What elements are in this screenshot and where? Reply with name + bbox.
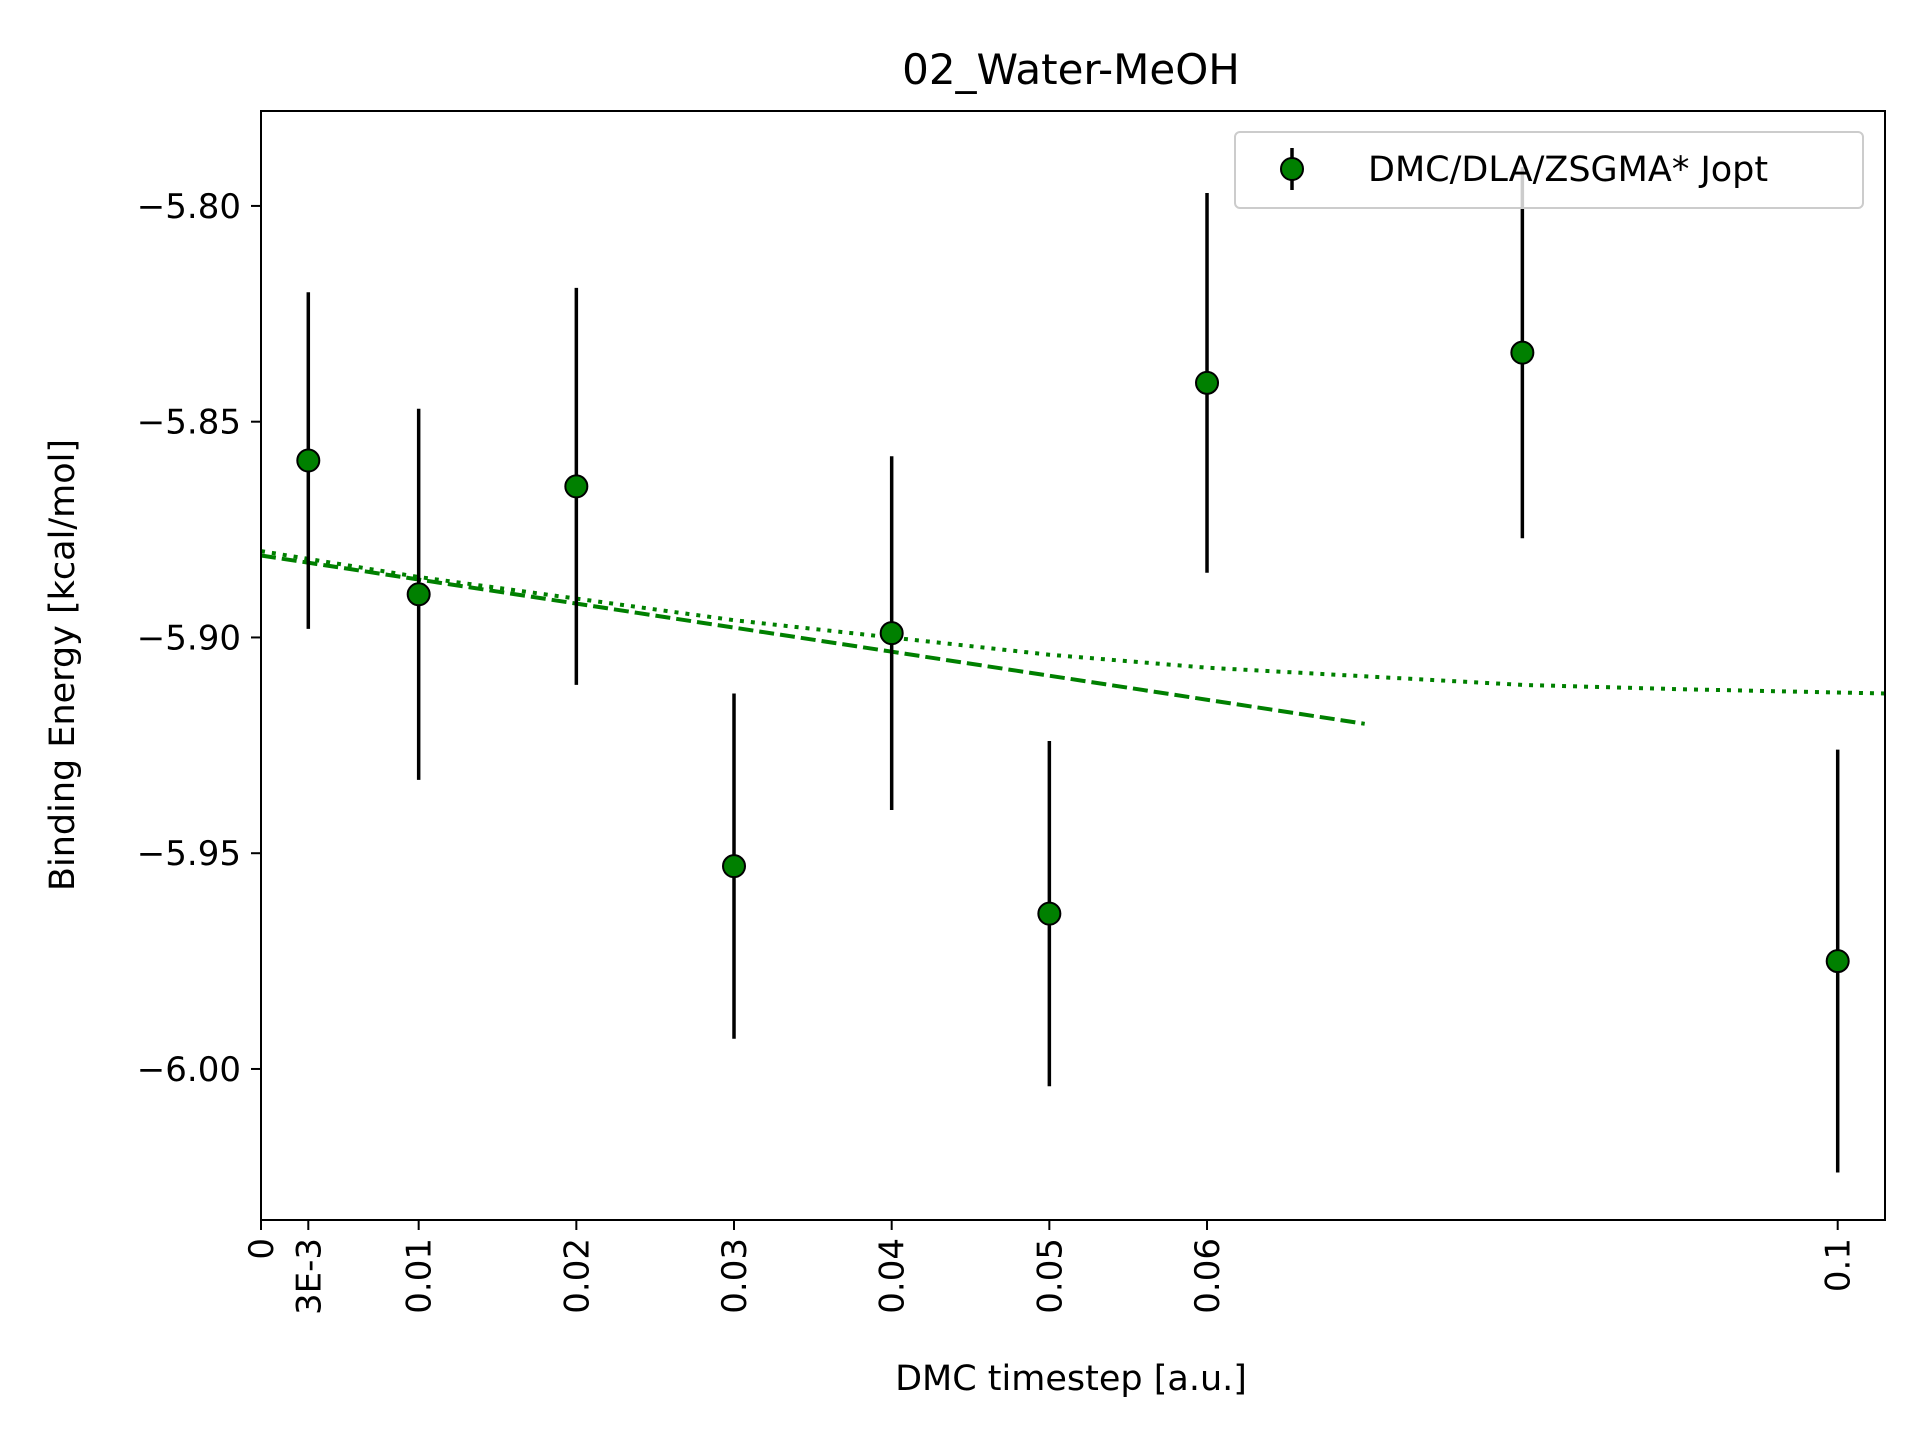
data-point <box>406 582 431 607</box>
data-point <box>879 621 904 646</box>
legend: DMC/DLA/ZSGMA* Jopt <box>1234 131 1864 209</box>
x-axis-label: DMC timestep [a.u.] <box>895 1359 1247 1399</box>
x-tick-label: 0.02 <box>557 1238 597 1314</box>
y-axis-label: Binding Energy [kcal/mol] <box>43 439 83 891</box>
fit-lines <box>260 549 1886 726</box>
legend-point-marker <box>1280 157 1304 181</box>
x-tick-label: 0.1 <box>1819 1238 1859 1292</box>
y-tick-label: −5.85 <box>137 403 241 443</box>
fit-line-dotted <box>260 549 1886 696</box>
data-point <box>1510 340 1535 365</box>
y-tick-label: −5.90 <box>137 618 241 658</box>
x-tick-label: 0.05 <box>1030 1238 1070 1314</box>
x-tick-label: 0.06 <box>1188 1238 1228 1314</box>
x-axis-ticks: 0 3E-3 0.01 0.02 0.03 0.04 0.05 0.06 0.1 <box>242 1220 1859 1315</box>
legend-box <box>1234 131 1864 209</box>
y-tick-label: −5.80 <box>137 187 241 227</box>
y-tick-label: −6.00 <box>137 1050 241 1090</box>
legend-entry: DMC/DLA/ZSGMA* Jopt <box>1368 150 1768 190</box>
y-axis-ticks: −5.80 −5.85 −5.90 −5.95 −6.00 <box>137 187 261 1090</box>
data-points <box>296 340 1850 974</box>
chart-title: 02_Water-MeOH <box>902 45 1240 94</box>
data-point <box>1195 370 1220 395</box>
plot-frame <box>260 110 1886 1221</box>
x-tick-label: 0 <box>242 1238 282 1260</box>
x-tick-label: 0.01 <box>400 1238 440 1314</box>
data-point <box>296 448 321 473</box>
x-tick-label: 3E-3 <box>289 1238 329 1315</box>
data-point <box>1825 949 1850 974</box>
y-tick-label: −5.95 <box>137 834 241 874</box>
data-point <box>1037 901 1062 926</box>
x-tick-label: 0.03 <box>715 1238 755 1314</box>
data-point <box>722 854 747 879</box>
x-tick-label: 0.04 <box>873 1238 913 1314</box>
error-bars <box>306 167 1840 1173</box>
fit-line-dashed <box>260 553 1366 726</box>
data-point <box>564 474 589 499</box>
